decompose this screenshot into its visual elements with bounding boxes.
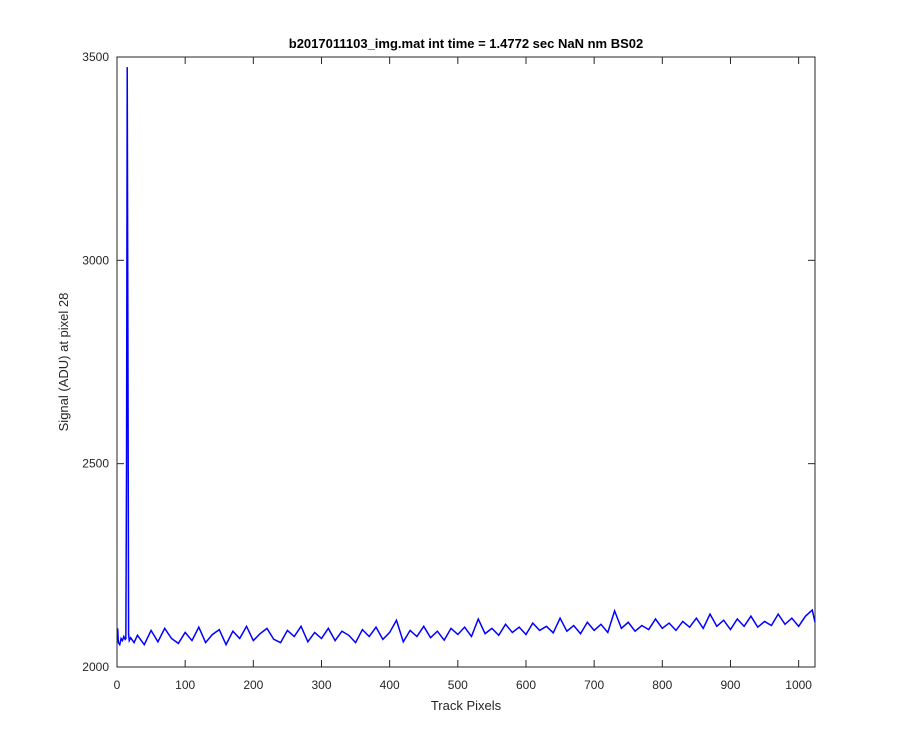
y-tick-label: 2500 bbox=[82, 457, 109, 471]
x-axis-label: Track Pixels bbox=[431, 698, 502, 713]
x-tick-label: 0 bbox=[114, 678, 121, 692]
x-tick-label: 1000 bbox=[785, 678, 812, 692]
x-tick-label: 300 bbox=[311, 678, 331, 692]
y-axis-label: Signal (ADU) at pixel 28 bbox=[56, 293, 71, 432]
x-tick-label: 500 bbox=[448, 678, 468, 692]
y-tick-label: 3500 bbox=[82, 50, 109, 64]
data-line bbox=[116, 67, 816, 647]
y-tick-label: 2000 bbox=[82, 660, 109, 674]
x-tick-label: 100 bbox=[175, 678, 195, 692]
x-tick-label: 200 bbox=[243, 678, 263, 692]
chart-title: b2017011103_img.mat int time = 1.4772 se… bbox=[289, 36, 643, 51]
x-tick-label: 600 bbox=[516, 678, 536, 692]
x-tick-label: 800 bbox=[652, 678, 672, 692]
y-tick-label: 3000 bbox=[82, 253, 109, 267]
x-tick-label: 400 bbox=[380, 678, 400, 692]
plot-frame bbox=[116, 56, 816, 668]
x-tick-label: 700 bbox=[584, 678, 604, 692]
x-tick-label: 900 bbox=[720, 678, 740, 692]
